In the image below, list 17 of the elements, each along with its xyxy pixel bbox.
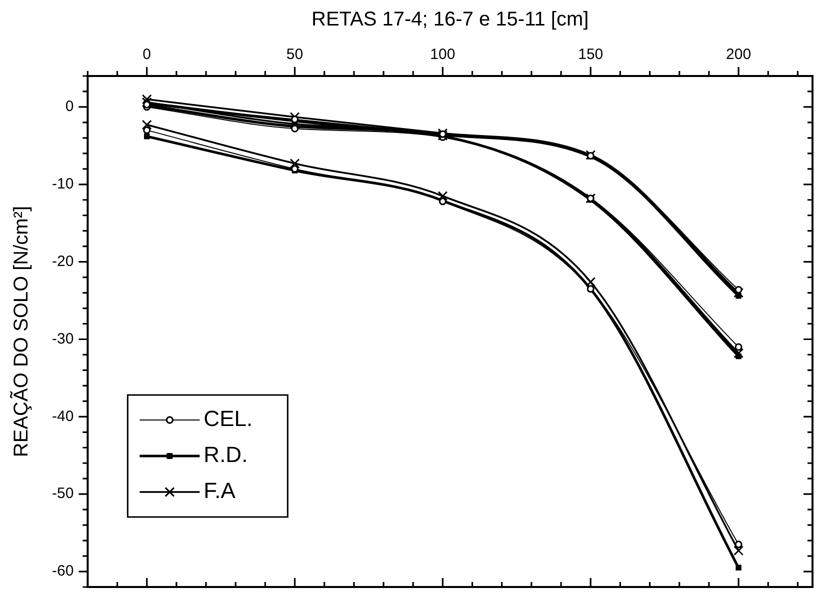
y-tick-label: -30 xyxy=(52,330,74,348)
legend-label: R.D. xyxy=(204,442,248,468)
y-tick-label: -40 xyxy=(52,408,74,425)
x-axis-title: RETAS 17-4; 16-7 e 15-11 [cm] xyxy=(312,8,589,31)
legend-label: F.A xyxy=(204,478,236,504)
x-tick-label: 0 xyxy=(142,46,152,64)
x-tick-label: 50 xyxy=(286,46,304,64)
x-tick-label: 150 xyxy=(578,46,604,64)
legend-label: CEL. xyxy=(204,406,253,432)
y-tick-label: 0 xyxy=(65,98,74,116)
y-tick-label: -60 xyxy=(52,562,74,580)
x-tick-label: 100 xyxy=(430,46,456,64)
y-axis-title: REAÇÃO DO SOLO [N/cm²] xyxy=(10,206,33,458)
y-tick-label: -50 xyxy=(52,485,74,502)
y-tick-label: -10 xyxy=(52,176,74,193)
x-tick-label: 200 xyxy=(726,46,752,64)
y-tick-label: -20 xyxy=(52,252,74,270)
